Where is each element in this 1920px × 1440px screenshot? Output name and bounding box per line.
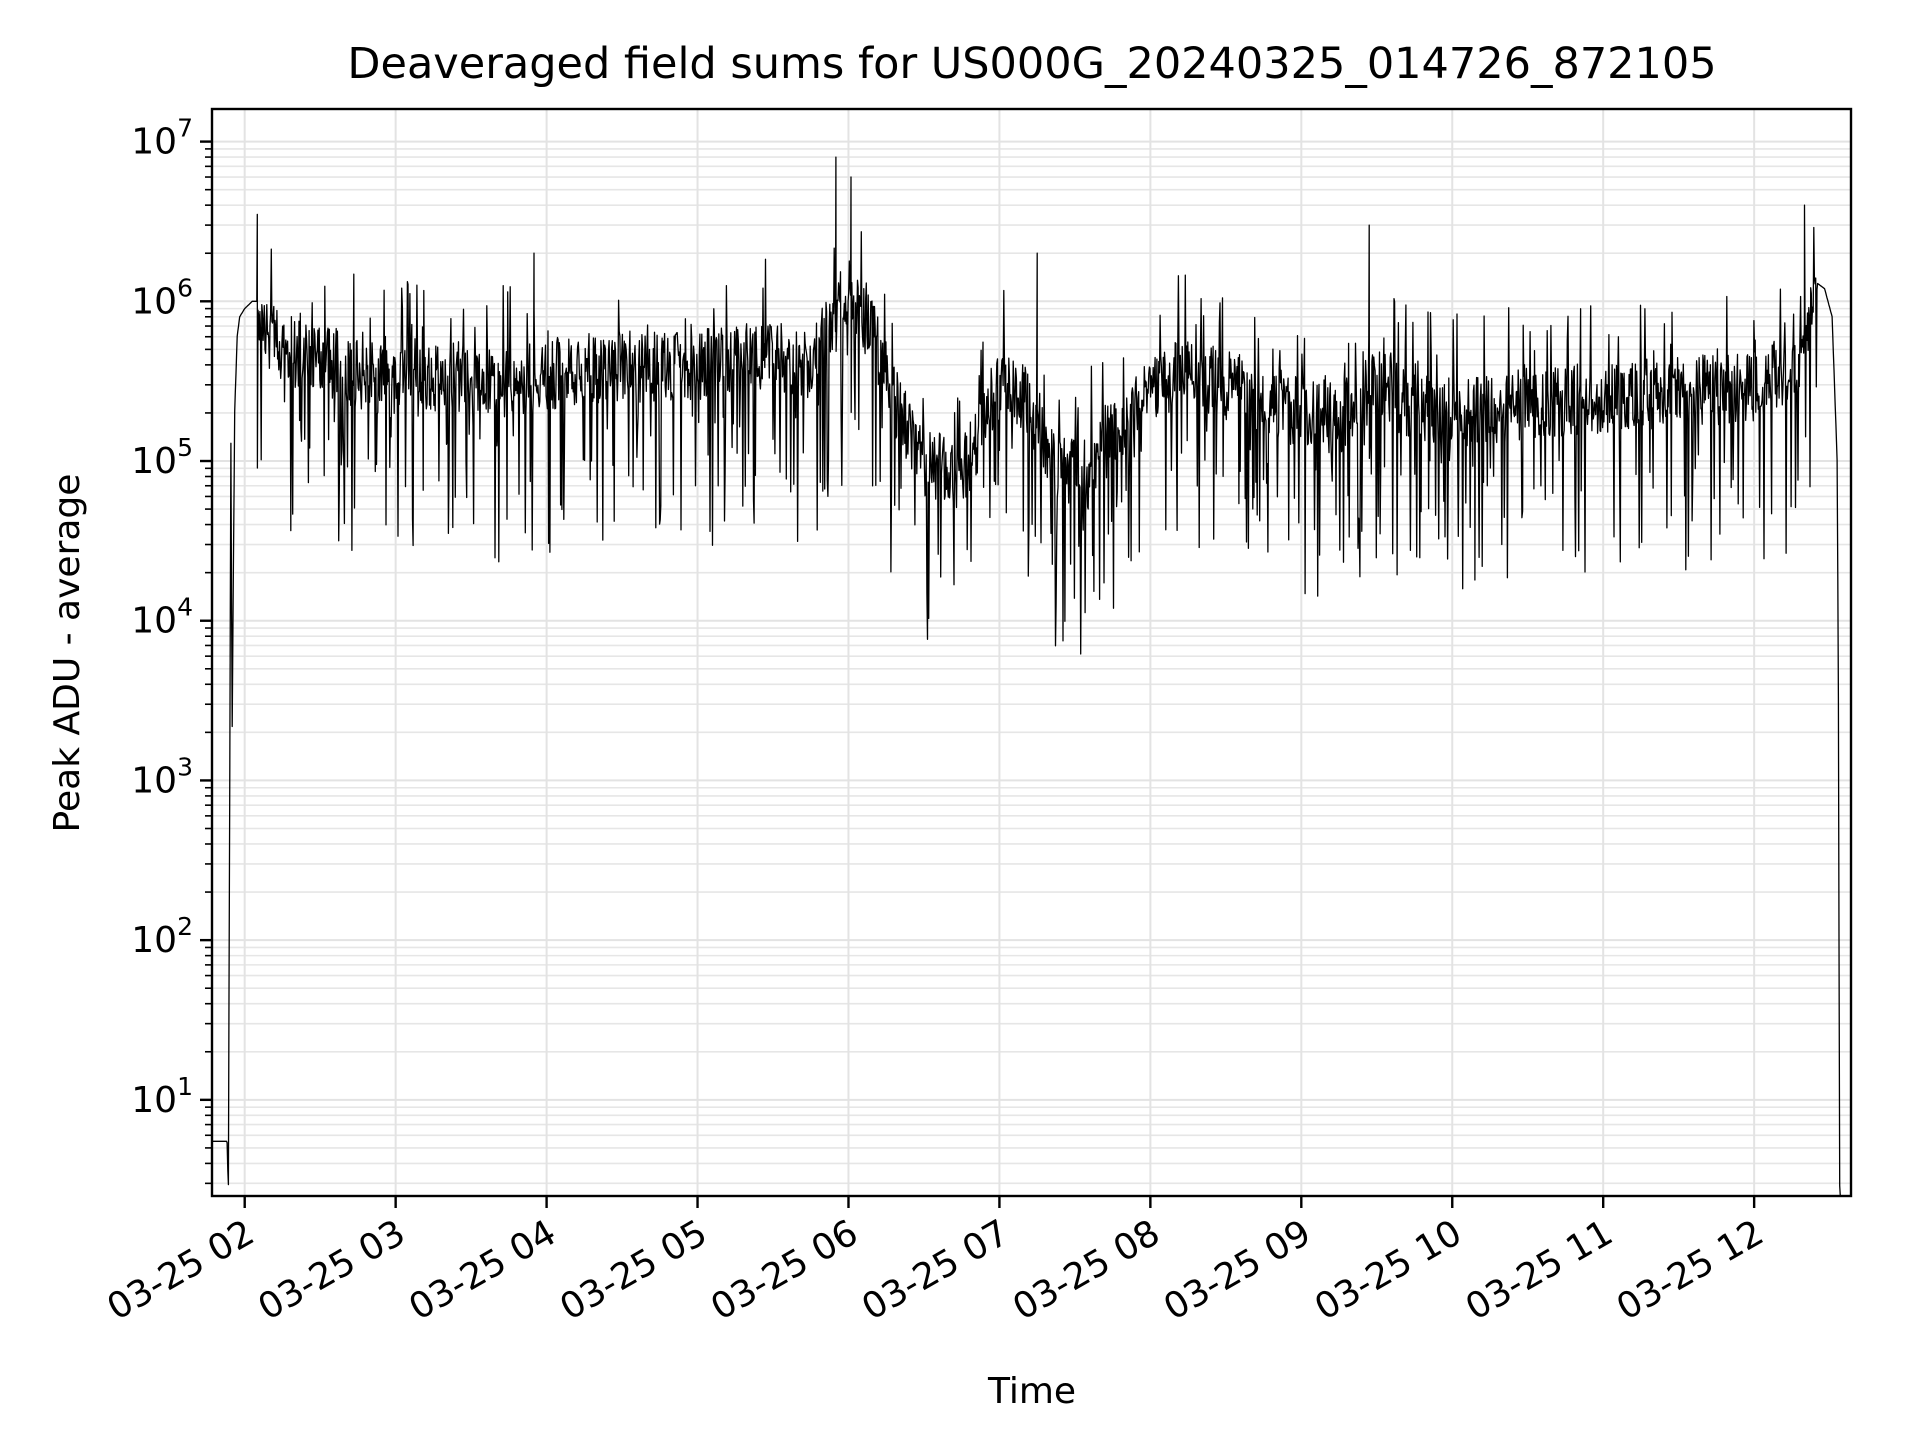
x-axis-label: Time — [987, 1371, 1076, 1412]
y-tick-label: 105 — [131, 433, 193, 482]
x-tick-label: 03-25 08 — [1006, 1212, 1167, 1328]
x-tick-label: 03-25 04 — [402, 1212, 563, 1328]
y-axis-label: Peak ADU - average — [47, 474, 88, 833]
chart-title: Deaveraged field sums for US000G_2024032… — [347, 39, 1716, 89]
y-tick-label: 102 — [131, 912, 193, 961]
series-line — [211, 156, 1852, 1197]
x-tick-label: 03-25 12 — [1610, 1212, 1771, 1328]
y-axis-tick-labels: 101 102 103 104 105 106 107 — [131, 114, 193, 1121]
y-tick-label: 107 — [131, 114, 193, 163]
grid — [212, 109, 1851, 1196]
y-tick-label: 104 — [131, 593, 193, 642]
series-layer — [211, 156, 1852, 1197]
y-tick-label: 103 — [131, 752, 193, 801]
y-tick-label: 106 — [131, 273, 193, 322]
y-tick-label: 101 — [131, 1072, 193, 1121]
x-tick-label: 03-25 07 — [855, 1212, 1016, 1328]
x-tick-label: 03-25 10 — [1308, 1212, 1469, 1328]
x-tick-label: 03-25 03 — [251, 1212, 412, 1328]
plot-frame — [210, 107, 1853, 1198]
x-tick-label: 03-25 02 — [101, 1212, 262, 1328]
x-tick-label: 03-25 11 — [1459, 1212, 1620, 1328]
x-tick-label: 03-25 06 — [704, 1212, 865, 1328]
x-tick-label: 03-25 09 — [1157, 1212, 1318, 1328]
x-tick-label: 03-25 05 — [553, 1212, 714, 1328]
axis-ticks — [200, 140, 1756, 1208]
